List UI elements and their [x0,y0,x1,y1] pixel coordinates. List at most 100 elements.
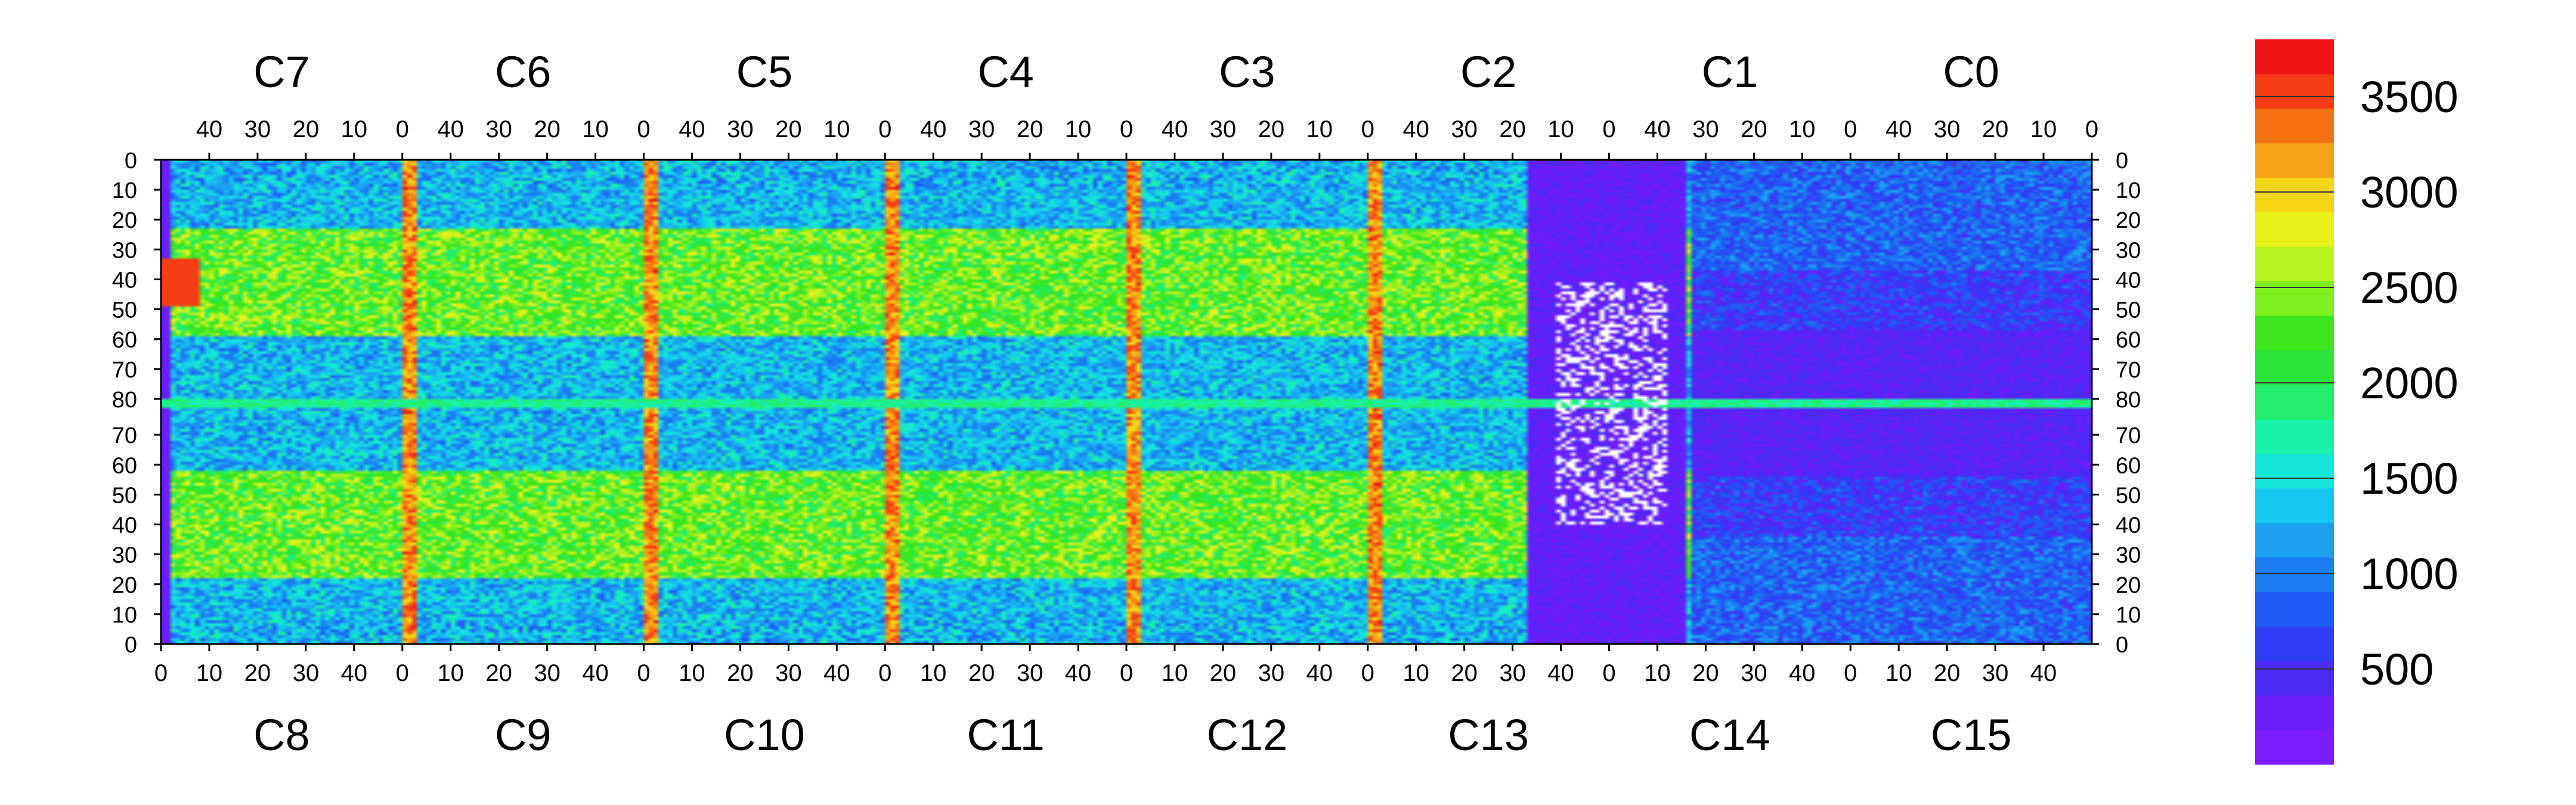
bottom-x-tick-label: 40 [1065,660,1092,686]
top-x-tick-label: 10 [1789,116,1816,143]
colorbar-swatch [2255,143,2334,178]
colorbar-swatch [2255,522,2334,558]
colorbar-tick-label: 1500 [2360,454,2459,503]
bottom-x-tick-label: 40 [1789,660,1816,686]
top-x-tick-label: 40 [1162,116,1188,143]
bottom-x-tick-label: 0 [1602,660,1615,686]
colorbar-tick-label: 3000 [2360,168,2459,217]
colorbar-swatch [2255,626,2334,661]
bottom-x-tick-label: 10 [1885,660,1912,686]
top-x-tick-label: 10 [1065,116,1092,143]
top-chip-label: C4 [977,47,1034,97]
left-y-tick-label: 60 [112,453,137,478]
bottom-x-tick-label: 30 [1499,660,1526,686]
colorbar-swatch [2255,246,2334,281]
bottom-x-tick-label: 40 [2030,660,2057,686]
top-x-tick-label: 10 [2030,116,2057,143]
bottom-x-tick-label: 10 [1402,660,1429,686]
top-x-tick-label: 20 [1499,116,1526,143]
top-chip-label: C1 [1702,47,1758,97]
top-x-tick-label: 0 [396,116,409,143]
bottom-x-tick-label: 20 [1210,660,1237,686]
right-y-tick-label: 70 [2116,423,2141,448]
top-x-tick-label: 30 [1692,116,1719,143]
right-y-tick-label: 20 [2116,573,2141,598]
bottom-x-tick-label: 20 [485,660,512,686]
heatmap-cells [161,160,2092,644]
colorbar-swatch [2255,730,2334,765]
bottom-x-tick-label: 10 [920,660,947,686]
bottom-x-tick-label: 0 [1844,660,1857,686]
left-y-tick-label: 10 [112,603,137,628]
right-y-tick-label: 50 [2116,483,2141,508]
top-x-tick-label: 0 [637,116,650,143]
top-chip-labels: C7 C6 C5 C4 C3 C2 C1 C0 [253,47,1999,97]
colorbar-tick-label: 3500 [2360,72,2459,122]
top-x-tick-label: 20 [1258,116,1285,143]
top-x-tick-label: 10 [1306,116,1333,143]
bottom-x-tick-label: 40 [582,660,609,686]
colorbar-swatch [2255,73,2334,109]
bottom-x-tick-label: 30 [293,660,320,686]
top-x-tick-label: 30 [727,116,754,143]
top-chip-label: C0 [1943,47,1999,97]
top-chip-label: C6 [495,47,552,97]
colorbar-swatch [2255,281,2334,316]
colorbar-swatch [2255,592,2334,627]
left-y-tick-label: 0 [125,148,137,174]
right-y-tick-label: 60 [2116,328,2141,353]
bottom-x-tick-label: 30 [775,660,802,686]
top-x-axis: 40 30 20 10 0 40 30 20 10 0 40 30 20 10 0 40 30 20 10 0 40 30… [196,116,2098,160]
bottom-x-tick-label: 20 [968,660,995,686]
top-chip-label: C2 [1460,47,1517,97]
bottom-x-tick-label: 30 [1258,660,1285,686]
bottom-x-tick-label: 0 [637,660,650,686]
bottom-x-tick-label: 10 [1644,660,1671,686]
top-x-tick-label: 40 [1402,116,1429,143]
top-x-tick-label: 20 [534,116,561,143]
colorbar-swatch [2255,695,2334,730]
right-y-tick-label: 80 [2116,388,2141,413]
bottom-x-tick-label: 40 [823,660,850,686]
colorbar-tick-label: 500 [2360,645,2433,694]
bottom-x-tick-label: 20 [727,660,754,686]
bottom-x-tick-label: 30 [1017,660,1044,686]
bottom-x-tick-label: 10 [196,660,223,686]
bottom-x-tick-label: 40 [1306,660,1333,686]
colorbar-swatch [2255,488,2334,524]
right-y-tick-label: 0 [2116,148,2128,174]
bottom-x-tick-label: 10 [437,660,464,686]
bottom-x-tick-label: 30 [534,660,561,686]
right-y-tick-label: 50 [2116,298,2141,323]
top-x-tick-label: 30 [1210,116,1237,143]
right-y-tick-label: 10 [2116,178,2141,203]
top-x-tick-label: 40 [1644,116,1671,143]
top-x-tick-label: 0 [1361,116,1374,143]
colorbar-swatch [2255,661,2334,696]
bottom-chip-label: C9 [495,710,552,760]
left-y-tick-label: 30 [112,238,137,263]
colorbar-swatch [2255,350,2334,385]
left-y-tick-label: 50 [112,298,137,323]
bottom-x-tick-label: 0 [1361,660,1374,686]
top-x-tick-label: 40 [679,116,705,143]
top-x-tick-label: 30 [1934,116,1961,143]
right-y-tick-label: 60 [2116,453,2141,478]
top-x-tick-label: 20 [293,116,320,143]
heatmap-image [161,160,2092,644]
right-y-tick-label: 20 [2116,208,2141,233]
right-y-tick-label: 0 [2116,633,2128,658]
top-x-tick-label: 20 [1017,116,1044,143]
top-x-tick-label: 10 [582,116,609,143]
colorbar-tick-label: 2500 [2360,263,2459,312]
bottom-chip-labels: C8 C9 C10 C11 C12 C13 C14 C15 [253,710,2011,760]
colorbar-tick-label: 1000 [2360,549,2459,599]
left-y-axis: 0 10 20 30 40 50 60 70 80 70 60 50 40 30 20 10 0 [112,148,161,658]
top-chip-label: C7 [253,47,310,97]
bottom-chip-label: C14 [1689,710,1770,760]
colorbar-swatch [2255,315,2334,351]
left-y-tick-label: 70 [112,358,137,383]
bottom-x-tick-label: 40 [341,660,368,686]
left-y-tick-label: 20 [112,208,137,233]
colorbar-swatch [2255,39,2334,75]
